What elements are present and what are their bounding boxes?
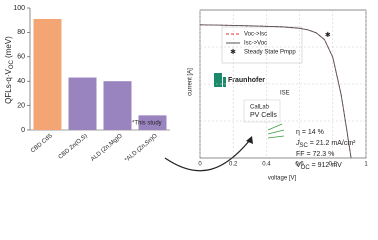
x-tick-label: 0.6 [295, 162, 304, 168]
result-jsc: JSC = 21.2 mA/cm² [295, 140, 356, 149]
x-tick-label: ALD (Zn,Mg)O [90, 133, 124, 163]
x-tick-label: CBD Zn(O,S) [58, 133, 89, 161]
arrow [164, 139, 251, 172]
legend-swatch: ✱ [230, 48, 236, 56]
y-tick-label: 80 [17, 29, 25, 36]
legend-label: Voc->Isc [244, 32, 267, 38]
y-axis-label: current [A] [188, 68, 194, 96]
legend-label: Isc->Voc [244, 41, 267, 47]
y-tick-label: 100 [13, 5, 25, 12]
y-tick-label: 60 [17, 54, 25, 61]
bar [103, 81, 132, 130]
legend-box [221, 26, 303, 64]
logo-sub: ISE [280, 91, 290, 97]
x-tick-label: CBD CdS [30, 133, 54, 154]
bar [138, 115, 167, 130]
callab-sub: PV Cells [250, 112, 277, 119]
line-series [199, 24, 352, 159]
bar [68, 77, 97, 130]
logo-text: Fraunhofer [228, 77, 265, 84]
callab-logo: CalLab PV Cells [243, 99, 281, 123]
logo: Fraunhofer ISE [214, 73, 290, 97]
y-tick-label: 20 [17, 102, 25, 109]
result-voc: VOC = 912 mV [296, 162, 342, 171]
point: ✱ [325, 31, 331, 39]
y-tick-label: 40 [17, 78, 25, 85]
x-tick-label: 0.8 [329, 162, 338, 168]
x-tick-label: *ALD (Zn,Sn)O [124, 133, 159, 164]
x-tick-label: 0.2 [229, 162, 238, 168]
results: η = 14 % JSC = 21.2 mA/cm² FF = 72.3 % V… [295, 129, 356, 171]
highlight-lines [267, 123, 285, 139]
result-ff: FF = 72.3 % [296, 151, 334, 158]
bar [33, 18, 62, 131]
x-tick-label: 1 [364, 162, 368, 168]
y-axis-label: QFLs-q·VOC (meV) [4, 36, 14, 104]
y-tick-label: 0 [21, 127, 25, 134]
result-eta: η = 14 % [296, 129, 324, 136]
figure: QFLs-q·VOC (meV) voltage [V] current [A]… [4, 5, 368, 182]
annotation: *This study [132, 121, 162, 127]
callab-text: CalLab [250, 105, 270, 111]
x-axis-label: voltage [V] [268, 176, 297, 182]
x-tick-label: 0.4 [262, 162, 271, 168]
x-tick-label: 0 [198, 162, 202, 168]
legend-label: Steady State Pmpp [244, 50, 296, 56]
arrow-head [246, 136, 253, 144]
